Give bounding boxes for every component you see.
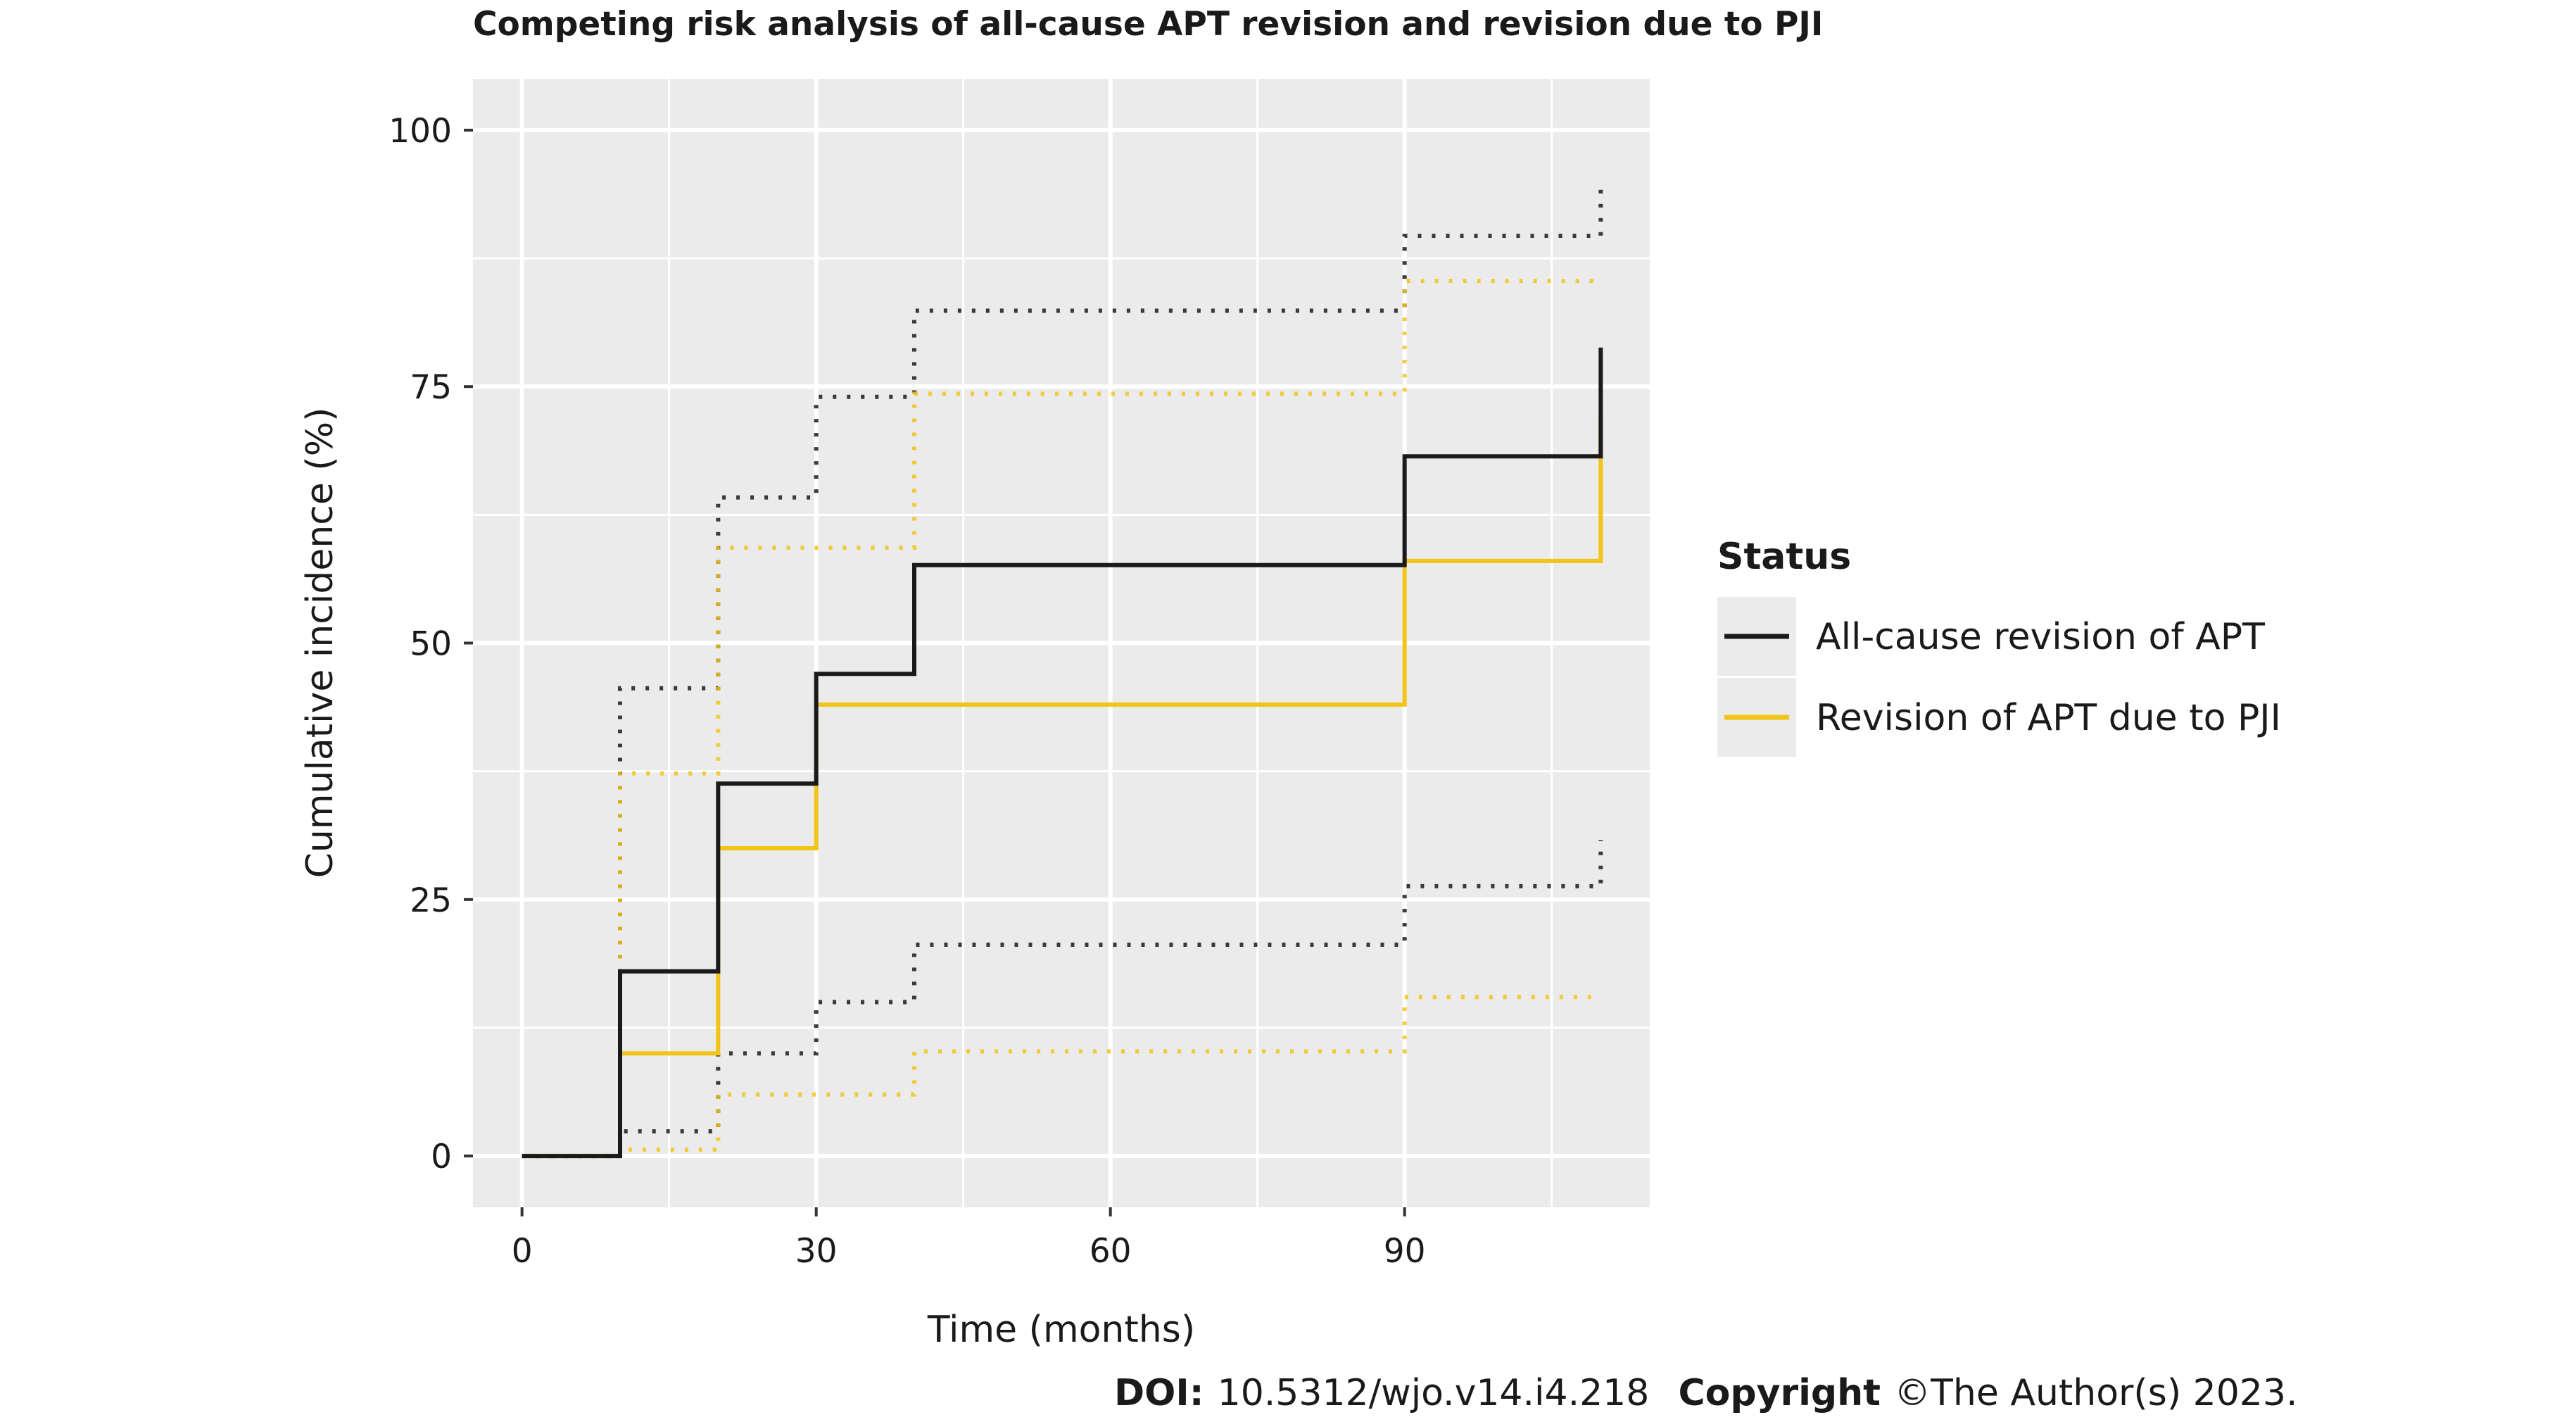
doi-label: DOI: [1114, 1372, 1204, 1414]
legend: Status All-cause revision of APT Revisio… [1717, 536, 2281, 757]
ci-upper-pji [522, 279, 1601, 1159]
grid-major [473, 79, 1650, 1207]
x-tick-label: 90 [1384, 1232, 1426, 1271]
y-tick-label: 50 [410, 625, 452, 664]
legend-title: Status [1717, 536, 1851, 578]
y-tick-label: 25 [410, 881, 452, 920]
y-tick-label: 100 [389, 112, 452, 151]
footer-citation: DOI: 10.5312/wjo.v14.i4.218 Copyright ©T… [1114, 1372, 2298, 1414]
chart-title: Competing risk analysis of all-cause APT… [473, 5, 1823, 44]
copyright-value: ©The Author(s) 2023. [1894, 1372, 2297, 1414]
x-tick-label: 30 [795, 1232, 838, 1271]
series-line-all-cause [522, 347, 1603, 1159]
y-tick-label: 75 [410, 368, 452, 407]
y-tick-label: 0 [431, 1138, 452, 1176]
ci-upper-all-cause [522, 187, 1603, 1159]
y-axis-title: Cumulative incidence (%) [299, 408, 341, 879]
legend-label-pji: Revision of APT due to PJI [1816, 697, 2281, 739]
x-tick-label: 60 [1090, 1232, 1132, 1271]
tick-labels: 0 30 60 90 0 25 50 75 100 [389, 112, 1425, 1271]
axis-ticks [464, 128, 1406, 1216]
x-tick-label: 0 [512, 1232, 533, 1271]
doi-value: 10.5312/wjo.v14.i4.218 [1218, 1372, 1650, 1414]
x-axis-title: Time (months) [927, 1309, 1195, 1351]
legend-label-all-cause: All-cause revision of APT [1816, 616, 2265, 658]
copyright-label: Copyright [1678, 1372, 1881, 1414]
series-layer [522, 187, 1603, 1159]
